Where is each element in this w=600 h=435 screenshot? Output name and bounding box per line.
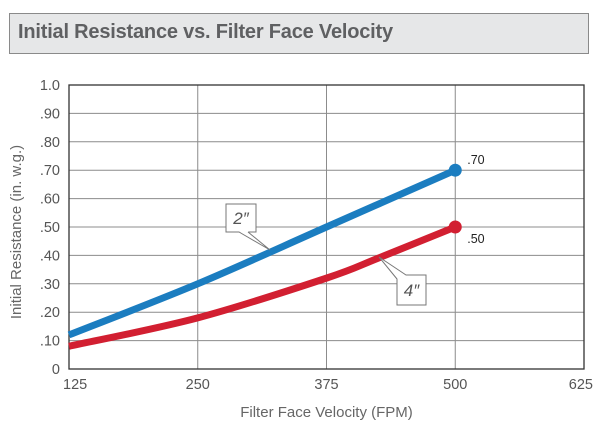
y-tick-label: 1.0	[40, 78, 60, 94]
x-tick-labels: 125 250 375 500 625	[63, 377, 593, 393]
y-tick-label: .80	[40, 135, 60, 151]
y-tick-label: .50	[40, 220, 60, 236]
y-axis-label: Initial Resistance (in. w.g.)	[8, 145, 25, 319]
x-tick-label: 500	[443, 377, 467, 393]
x-tick-label: 250	[186, 377, 210, 393]
y-tick-label: .70	[40, 163, 60, 179]
chart-title-bar: Initial Resistance vs. Filter Face Veloc…	[9, 13, 589, 54]
series-line-2in	[67, 166, 457, 339]
y-tick-label: .40	[40, 248, 60, 264]
end-value-label: .70	[467, 153, 484, 167]
x-tick-label: 125	[63, 377, 87, 393]
y-tick-label: 0	[52, 362, 60, 378]
y-tick-label: .30	[40, 277, 60, 293]
callout-pointer	[378, 256, 407, 280]
y-tick-label: .60	[40, 192, 60, 208]
series-line-4in	[68, 223, 457, 350]
y-tick-label: .10	[40, 334, 60, 350]
series-endpoint-marker	[448, 220, 462, 234]
series-group: .70 .50	[67, 153, 485, 350]
y-tick-label: .90	[40, 106, 60, 122]
callout-label: 2″	[232, 209, 249, 228]
callout-label: 4″	[404, 281, 420, 300]
y-tick-label: .20	[40, 305, 60, 321]
callout-box	[396, 274, 427, 306]
chart-title: Initial Resistance vs. Filter Face Veloc…	[18, 21, 393, 43]
callout-4in: 4″	[378, 256, 427, 306]
x-tick-label: 375	[314, 377, 338, 393]
y-tick-labels: 0 .10 .20 .30 .40 .50 .60 .70 .80 .90 1.0	[40, 78, 60, 378]
callout-pointer-fill	[379, 257, 406, 279]
callout-2in: 2″	[225, 203, 271, 251]
end-value-label: .50	[467, 232, 484, 246]
series-endpoint-marker	[448, 163, 462, 177]
x-tick-label: 625	[569, 377, 593, 393]
callouts: 2″ 4″	[225, 203, 427, 306]
callout-box	[225, 203, 257, 233]
plot-frame	[68, 84, 585, 370]
callout-pointer	[238, 231, 271, 251]
x-axis-label: Filter Face Velocity (FPM)	[240, 404, 413, 421]
